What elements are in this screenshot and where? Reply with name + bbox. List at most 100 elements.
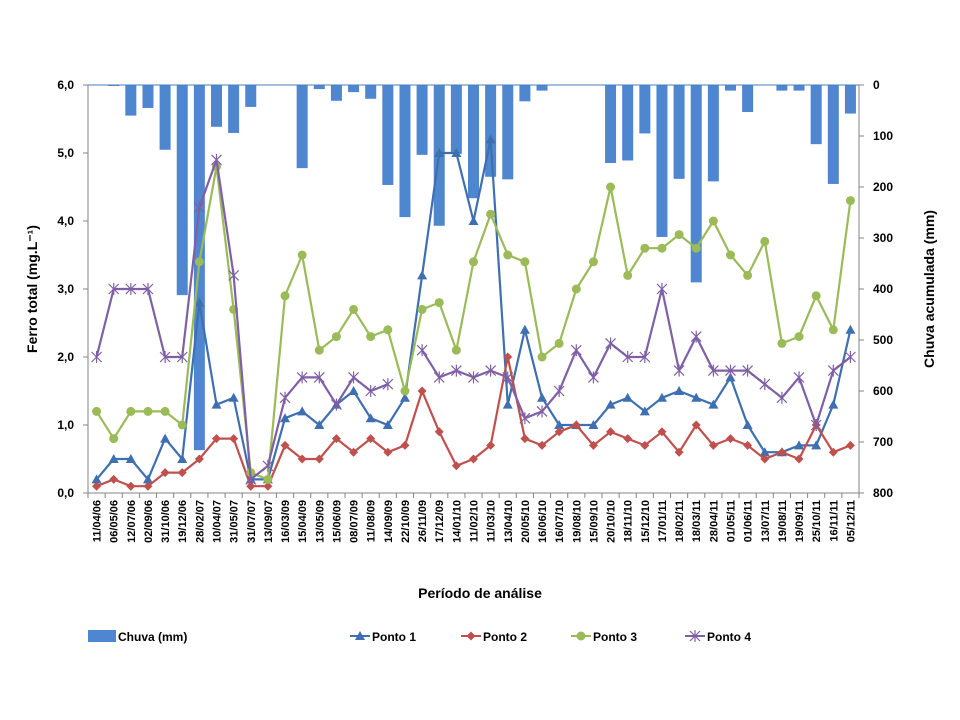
- legend-item-chuva-mm: Chuva (mm): [88, 630, 187, 644]
- rain-bar: [450, 85, 462, 154]
- point-marker: [229, 434, 239, 444]
- point-marker: [588, 371, 599, 384]
- point-marker: [726, 250, 735, 260]
- point-marker: [434, 298, 444, 308]
- x-tick-label: 11/03/10: [486, 500, 498, 542]
- point-marker: [159, 351, 171, 363]
- rain-bar: [382, 85, 394, 185]
- y2-tick-label: 400: [873, 282, 893, 296]
- rain-bar: [159, 85, 171, 150]
- point-marker: [845, 196, 855, 206]
- rain-bar: [502, 85, 514, 180]
- point-marker: [656, 392, 667, 402]
- x-tick-label: 13/05/09: [314, 500, 326, 543]
- rain-bar: [776, 85, 788, 91]
- point-marker: [383, 325, 393, 335]
- rain-bar: [468, 85, 479, 199]
- point-marker: [622, 392, 633, 402]
- point-marker: [400, 440, 410, 450]
- point-marker: [845, 324, 856, 334]
- point-marker: [245, 473, 257, 486]
- rain-bar: [725, 85, 736, 91]
- y-tick-label: 5,0: [57, 146, 74, 160]
- point-marker: [417, 304, 427, 314]
- legend: Chuva (mm) Ponto 1 Ponto 2 Ponto 3 Ponto 4: [88, 630, 751, 644]
- point-marker: [383, 447, 393, 457]
- series-ponto-4: [91, 153, 856, 486]
- point-marker: [108, 283, 120, 295]
- y2-tick-label: 0: [873, 78, 880, 92]
- point-marker: [588, 440, 598, 450]
- point-marker: [623, 434, 633, 444]
- point-marker: [743, 440, 753, 450]
- point-marker: [554, 427, 564, 437]
- point-marker: [434, 148, 445, 157]
- point-marker: [794, 454, 804, 464]
- point-marker: [263, 474, 273, 484]
- point-marker: [366, 434, 376, 444]
- x-tick-label: 19/08/10: [571, 500, 583, 543]
- point-marker: [314, 420, 325, 429]
- point-marker: [656, 283, 668, 295]
- rain-bar: [108, 85, 120, 87]
- point-marker: [519, 412, 531, 425]
- point-marker: [605, 337, 616, 350]
- point-marker: [466, 631, 476, 641]
- left-axis-ticks: 0,0 1,0 2,0 3,0 4,0 5,0 6,0: [57, 78, 88, 500]
- point-marker: [503, 352, 513, 362]
- point-marker: [382, 378, 394, 391]
- point-marker: [331, 398, 342, 411]
- y-tick-label: 6,0: [57, 78, 74, 92]
- point-marker: [160, 468, 170, 478]
- x-tick-label: 12/07/06: [126, 500, 138, 543]
- x-tick-label: 19/09/11: [794, 500, 806, 542]
- point-marker: [400, 386, 410, 396]
- point-marker: [451, 345, 461, 355]
- point-marker: [451, 148, 462, 157]
- point-marker: [433, 371, 445, 384]
- category-ticks: 11/04/06 06/05/06 12/07/06 02/09/06 31/10/06…: [87, 493, 860, 543]
- point-marker: [297, 250, 307, 260]
- x-tick-label: 16/03/09: [280, 500, 292, 543]
- x-tick-label: 19/12/06: [177, 500, 189, 543]
- x-axis-title: Período de análise: [418, 585, 542, 601]
- point-marker: [776, 391, 788, 404]
- point-marker: [588, 257, 598, 267]
- point-marker: [263, 481, 273, 491]
- rain-bar: [228, 85, 240, 133]
- point-marker: [674, 386, 685, 395]
- point-marker: [571, 284, 581, 294]
- x-tick-label: 31/07/07: [246, 500, 258, 543]
- y2-tick-label: 100: [873, 129, 893, 143]
- legend-item-ponto-3: Ponto 3: [571, 630, 637, 644]
- point-marker: [228, 392, 239, 402]
- point-marker: [486, 209, 496, 219]
- x-tick-label: 18/11/10: [623, 500, 635, 542]
- point-marker: [502, 371, 514, 384]
- point-marker: [828, 447, 838, 457]
- y2-tick-label: 600: [873, 384, 893, 398]
- rain-bar: [296, 85, 308, 169]
- point-marker: [519, 324, 530, 334]
- rain-bar: [125, 85, 137, 116]
- point-marker: [639, 351, 651, 363]
- point-marker: [262, 459, 274, 472]
- point-marker: [777, 447, 787, 457]
- x-tick-label: 05/12/11: [845, 500, 857, 542]
- point-marker: [486, 440, 496, 450]
- point-marker: [743, 270, 753, 280]
- legend-item-ponto-2: Ponto 2: [461, 630, 527, 644]
- point-marker: [673, 364, 685, 377]
- point-marker: [503, 250, 513, 260]
- x-tick-label: 25/10/11: [811, 500, 823, 542]
- x-tick-label: 28/04/11: [708, 500, 720, 542]
- x-tick-label: 06/05/06: [109, 500, 121, 543]
- x-tick-label: 14/01/10: [451, 500, 463, 543]
- point-marker: [142, 474, 153, 484]
- y-tick-label: 3,0: [57, 282, 74, 296]
- rain-bar: [844, 85, 856, 114]
- x-tick-label: 26/11/09: [417, 500, 429, 542]
- point-marker: [228, 269, 240, 282]
- rain-bar: [313, 85, 325, 90]
- point-marker: [468, 371, 479, 384]
